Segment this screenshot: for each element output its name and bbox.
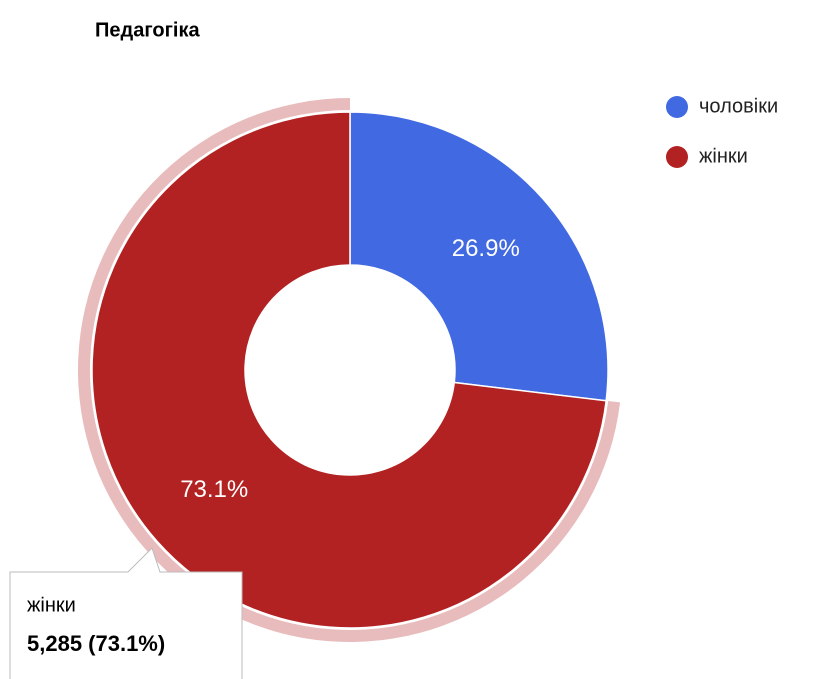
slice bbox=[349, 111, 609, 402]
legend-label: чоловіки bbox=[699, 95, 778, 117]
tooltip: жінки 5,285 (73.1%) bbox=[9, 547, 243, 679]
slice-label: 73.1% bbox=[180, 476, 248, 503]
legend-swatch bbox=[666, 146, 688, 168]
tooltip-box bbox=[9, 547, 243, 679]
slice-label: 26.9% bbox=[452, 235, 520, 262]
slice bbox=[91, 111, 607, 629]
legend-label: жінки bbox=[699, 145, 748, 167]
chart-title: Педагогіка bbox=[95, 19, 200, 41]
tooltip-value: 5,285 (73.1%) bbox=[27, 631, 165, 656]
tooltip-series: жінки bbox=[27, 594, 76, 616]
legend-swatch bbox=[666, 96, 688, 118]
